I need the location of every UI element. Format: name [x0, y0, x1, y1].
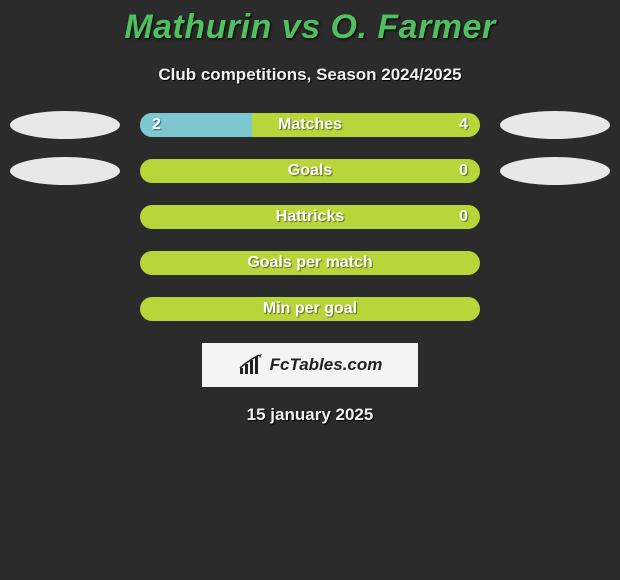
- stat-row: 2 Matches 4: [0, 113, 620, 137]
- page-title: Mathurin vs O. Farmer: [0, 0, 620, 47]
- stat-label: Matches: [278, 116, 342, 134]
- stat-bar: 2 Matches 4: [140, 113, 480, 137]
- stat-right-value: 0: [459, 162, 468, 180]
- stat-label: Hattricks: [276, 208, 344, 226]
- stat-row: Goals per match: [0, 251, 620, 275]
- logo-text: FcTables.com: [270, 355, 383, 375]
- stat-bar: Hattricks 0: [140, 205, 480, 229]
- stat-right-value: 0: [459, 208, 468, 226]
- stat-bar: Goals per match: [140, 251, 480, 275]
- player-oval-right: [500, 111, 610, 139]
- stat-bar: Min per goal: [140, 297, 480, 321]
- logo-box: FcTables.com: [202, 343, 418, 387]
- stat-row: Goals 0: [0, 159, 620, 183]
- stat-label: Goals: [288, 162, 332, 180]
- date-label: 15 january 2025: [0, 405, 620, 425]
- stat-right-value: 4: [459, 116, 468, 134]
- stat-bar: Goals 0: [140, 159, 480, 183]
- subtitle: Club competitions, Season 2024/2025: [0, 65, 620, 85]
- stat-row: Hattricks 0: [0, 205, 620, 229]
- stats-container: 2 Matches 4 Goals 0 Hattricks 0 Goals per match…: [0, 113, 620, 321]
- player-oval-left: [10, 111, 120, 139]
- player-oval-right: [500, 157, 610, 185]
- player-oval-left: [10, 157, 120, 185]
- stat-row: Min per goal: [0, 297, 620, 321]
- stat-label: Min per goal: [263, 300, 357, 318]
- stat-left-value: 2: [152, 116, 161, 134]
- stat-label: Goals per match: [247, 254, 372, 272]
- chart-icon: [238, 354, 264, 376]
